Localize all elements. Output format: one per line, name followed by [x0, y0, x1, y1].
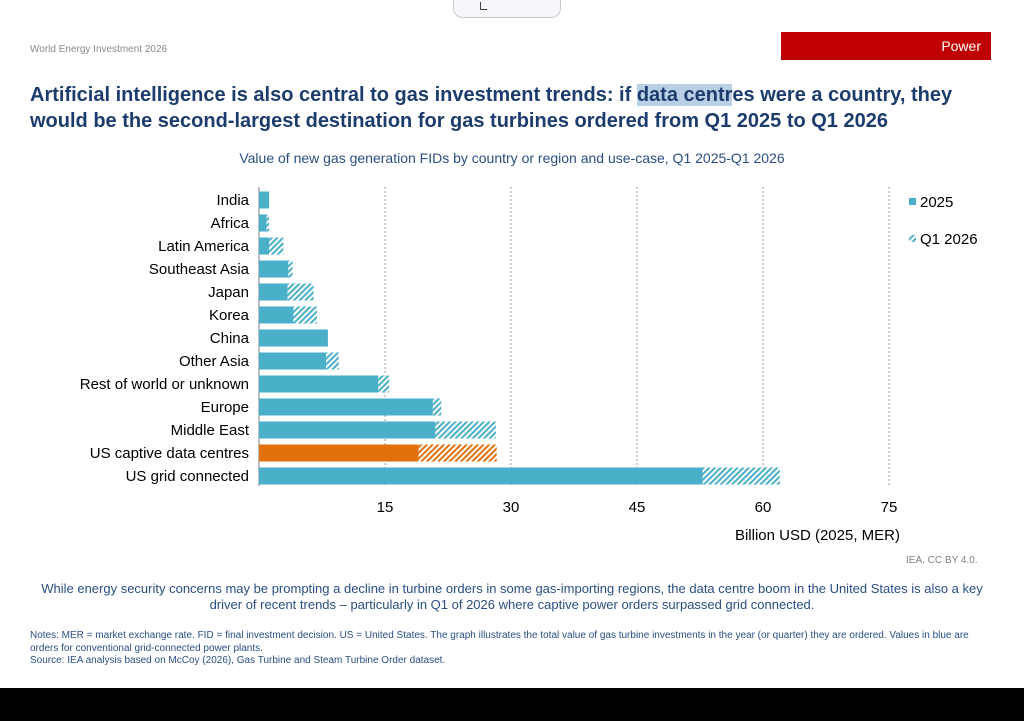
bar-2025 [259, 467, 703, 485]
tab-icon [480, 2, 487, 10]
category-label: Middle East [171, 422, 250, 439]
category-label: US grid connected [126, 468, 249, 485]
bar-2025 [259, 191, 270, 209]
category-label: Latin America [158, 238, 250, 255]
bar-2025 [259, 283, 288, 301]
chart-subtitle: Value of new gas generation FIDs by coun… [239, 150, 785, 166]
bar-2025 [259, 306, 294, 324]
bar-2025 [259, 398, 433, 416]
bar-q1-2026 [702, 467, 780, 485]
legend-swatch-2025 [909, 198, 916, 205]
legend-swatch-q1-2026 [909, 235, 916, 242]
notes-block: Notes: MER = market exchange rate. FID =… [30, 630, 990, 668]
category-label: Korea [209, 307, 250, 324]
bar-q1-2026 [293, 306, 317, 324]
category-label: Europe [201, 399, 249, 416]
category-label: Southeast Asia [149, 261, 250, 278]
report-label: World Energy Investment 2026 [30, 44, 168, 55]
bar-2025 [259, 214, 267, 232]
bar-q1-2026 [326, 352, 339, 370]
bar-2025 [259, 352, 327, 370]
browser-tab[interactable] [453, 0, 561, 18]
x-tick-label: 30 [503, 499, 520, 516]
legend-label-2025: 2025 [920, 194, 953, 211]
source-text: Source: IEA analysis based on McCoy (202… [30, 655, 446, 666]
bar-2025 [259, 421, 436, 439]
page-title: Artificial intelligence is also central … [30, 82, 1005, 134]
bar-2025 [259, 260, 289, 278]
bar-q1-2026 [378, 375, 390, 393]
legend-label-q1-2026: Q1 2026 [920, 231, 978, 248]
x-tick-label: 75 [881, 499, 898, 516]
category-label: Other Asia [179, 353, 250, 370]
category-label: Africa [211, 215, 250, 232]
taskbar [0, 688, 1024, 721]
bar-q1-2026 [269, 237, 284, 255]
x-tick-label: 45 [629, 499, 646, 516]
title-part-2: es were a country, they would be the sec… [30, 84, 953, 132]
category-label: US captive data centres [90, 445, 249, 462]
title-selected-text[interactable]: data centr [636, 84, 733, 106]
bar-2025 [259, 329, 328, 347]
section-badge: Power [781, 32, 991, 60]
category-label: Rest of world or unknown [80, 376, 249, 393]
notes-text: Notes: MER = market exchange rate. FID =… [30, 630, 969, 654]
bar-2025 [259, 375, 379, 393]
bar-2025 [259, 444, 419, 462]
bar-chart: India Africa Latin America Southeast Asia Ja… [80, 187, 978, 544]
bar-2025 [259, 237, 270, 255]
category-label: India [216, 192, 249, 209]
body-paragraph: While energy security concerns may be pr… [41, 581, 983, 612]
category-label: China [210, 330, 250, 347]
bar-q1-2026 [287, 283, 314, 301]
category-label: Japan [208, 284, 249, 301]
title-part-1: Artificial intelligence is also central … [30, 84, 637, 106]
x-tick-label: 60 [755, 499, 772, 516]
credit-text: IEA. CC BY 4.0. [906, 555, 978, 566]
bar-q1-2026 [288, 260, 293, 278]
bar-q1-2026 [266, 214, 270, 232]
x-axis-label: Billion USD (2025, MER) [735, 527, 900, 544]
bar-q1-2026 [432, 398, 442, 416]
bar-q1-2026 [435, 421, 496, 439]
x-tick-label: 15 [377, 499, 394, 516]
bar-q1-2026 [418, 444, 497, 462]
